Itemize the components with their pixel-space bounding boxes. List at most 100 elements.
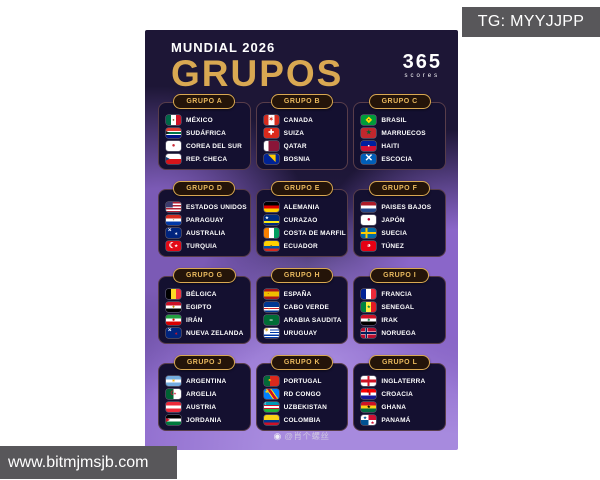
flag-icon: ☀ xyxy=(166,376,181,386)
website-url-label: www.bitmjmsjb.com xyxy=(8,453,149,471)
weibo-eye-icon: ◉ xyxy=(273,430,282,441)
flag-icon: ✶ xyxy=(263,115,279,125)
group-card: GRUPO D ESTADOS UNIDOS ● PARAGUAY ✕ ✶ AUSTRALI… xyxy=(158,181,251,257)
team-row: ▪ ESPAÑA xyxy=(263,288,348,300)
flag-emblem: ◉ xyxy=(172,317,175,322)
flag-emblem: ☾ xyxy=(168,241,176,250)
team-row: ◆ EGIPTO xyxy=(166,301,250,313)
flag-emblem: ▚ xyxy=(367,390,371,396)
flag-icon: ● xyxy=(166,215,181,225)
team-row: ○ CABO VERDE xyxy=(263,301,348,313)
team-row: ☾ UZBEKISTAN xyxy=(263,401,348,413)
flag-icon xyxy=(361,289,377,299)
flag-emblem: ● xyxy=(172,117,175,122)
flag-emblem: ► xyxy=(166,154,172,163)
flag-emblem: ▪ xyxy=(269,380,271,382)
team-row: NORUEGA xyxy=(361,327,445,339)
team-row: ★ SENEGAL xyxy=(361,301,445,313)
flag-icon: ★ ★ xyxy=(361,415,377,425)
flag-icon: ∗ xyxy=(361,315,377,325)
flag-icon xyxy=(263,202,279,212)
team-name: ALEMANIA xyxy=(283,203,320,211)
team-name: ECUADOR xyxy=(283,242,318,250)
team-row: AUSTRIA xyxy=(166,401,250,413)
flag-emblem: ☾ xyxy=(170,390,176,397)
flag-icon: ◥ xyxy=(263,154,279,164)
team-row: ESTADOS UNIDOS xyxy=(166,201,250,213)
flag-emblem: ✶ xyxy=(174,231,178,237)
group-label: GRUPO I xyxy=(370,268,430,283)
team-row: ☀ URUGUAY xyxy=(263,327,348,339)
flag-emblem: ● xyxy=(367,217,371,223)
team-row: ● JAPÓN xyxy=(361,214,445,226)
team-row: ◆ ● BRASIL xyxy=(361,114,445,126)
flag-emblem: ● xyxy=(269,242,273,248)
flag-emblem: ✕ xyxy=(167,328,172,334)
team-name: SENEGAL xyxy=(381,303,415,311)
group-panel: PAISES BAJOS ● JAPÓN SUECIA ● ☾ TÚNEZ xyxy=(353,189,446,257)
flag-emblem: ∗ xyxy=(367,317,371,322)
team-name: TURQUIA xyxy=(186,242,218,250)
flag-icon: ★ xyxy=(361,128,377,138)
flag-emblem: ● xyxy=(171,143,176,149)
team-name: COSTA DE MARFIL xyxy=(283,229,346,237)
team-row: ∗ IRAK xyxy=(361,314,445,326)
group-label: GRUPO J xyxy=(173,355,235,370)
flag-emblem: ★ xyxy=(363,415,367,420)
group-card: GRUPO I FRANCIA ★ SENEGAL ∗ IRAK NORUEGA xyxy=(353,268,446,344)
flag-icon: ◆ xyxy=(166,302,181,312)
flag-icon xyxy=(166,202,181,212)
team-row: ☀ ARGENTINA xyxy=(166,375,250,387)
team-name: ARGENTINA xyxy=(186,377,227,385)
flag-icon xyxy=(263,415,279,425)
flag-emblem: ◆ xyxy=(365,115,372,124)
logo-number: 365 xyxy=(402,51,442,73)
group-label: GRUPO K xyxy=(270,355,334,370)
team-name: MÉXICO xyxy=(186,116,213,124)
group-panel: ☀ ARGENTINA ☾ ★ ARGELIA AUSTRIA ► JORDANIA xyxy=(158,363,251,431)
team-name: RD CONGO xyxy=(283,390,322,398)
team-name: CROACIA xyxy=(381,390,414,398)
flag-emblem: ☾ xyxy=(264,402,268,406)
group-label: GRUPO C xyxy=(368,94,431,109)
flag-icon: ● ☾ xyxy=(361,241,377,251)
team-row: ✕ ✶ AUSTRALIA xyxy=(166,227,250,239)
group-card: GRUPO G BÉLGICA ◆ EGIPTO ◉ IRÁN ✕ ✶ NUEVA ZELAND… xyxy=(158,268,251,344)
team-name: TÚNEZ xyxy=(381,242,404,250)
world-cup-groups-poster: MUNDIAL 2026 GRUPOS 365 scores GRUPO A ● M… xyxy=(145,30,458,450)
team-row: INGLATERRA xyxy=(361,375,445,387)
flag-emblem: ► xyxy=(166,415,172,425)
flag-icon xyxy=(361,228,377,238)
team-row: COLOMBIA xyxy=(263,414,348,426)
group-panel: FRANCIA ★ SENEGAL ∗ IRAK NORUEGA xyxy=(353,276,446,344)
group-label: GRUPO B xyxy=(270,94,334,109)
groups-grid: GRUPO A ● MÉXICO ► SUDÁFRICA ● COREA DEL SUR ► R… xyxy=(158,94,446,431)
flag-emblem: ▬ xyxy=(269,317,273,321)
team-name: BÉLGICA xyxy=(186,290,217,298)
flag-icon: ☾ xyxy=(263,402,279,412)
team-name: GHANA xyxy=(381,403,407,411)
flag-icon: ● xyxy=(166,141,181,151)
team-row: SUECIA xyxy=(361,227,445,239)
flag-icon: ◆ ● xyxy=(361,115,377,125)
team-name: URUGUAY xyxy=(283,329,318,337)
group-card: GRUPO J ☀ ARGENTINA ☾ ★ ARGELIA AUSTRIA ► JORDAN… xyxy=(158,355,251,431)
flag-emblem: ★ xyxy=(366,130,372,137)
flag-icon: ▬ xyxy=(263,315,279,325)
flag-emblem: ★ xyxy=(367,404,371,409)
flag-icon: ● xyxy=(166,115,181,125)
flag-icon: ▚ xyxy=(361,389,377,399)
flag-icon: ★ xyxy=(263,215,279,225)
group-card: GRUPO K ● ▪ PORTUGAL ★ RD CONGO ☾ UZBEKISTAN COL… xyxy=(255,355,349,431)
team-name: SUECIA xyxy=(381,229,408,237)
team-name: BOSNIA xyxy=(283,155,311,163)
team-name: SUIZA xyxy=(283,129,305,137)
team-name: PANAMÁ xyxy=(381,416,411,424)
group-card: GRUPO C ◆ ● BRASIL ★ MARRUECOS ■ HAITI ✕ ESCOCIA xyxy=(353,94,446,170)
flag-emblem: ● xyxy=(172,217,175,222)
group-panel: ◆ ● BRASIL ★ MARRUECOS ■ HAITI ✕ ESCOCIA xyxy=(353,102,446,170)
flag-icon: ★ xyxy=(263,389,279,399)
group-panel: BÉLGICA ◆ EGIPTO ◉ IRÁN ✕ ✶ NUEVA ZELANDA xyxy=(158,276,251,344)
team-row: ● ☾ TÚNEZ xyxy=(361,240,445,252)
poster-title: GRUPOS xyxy=(171,53,344,94)
